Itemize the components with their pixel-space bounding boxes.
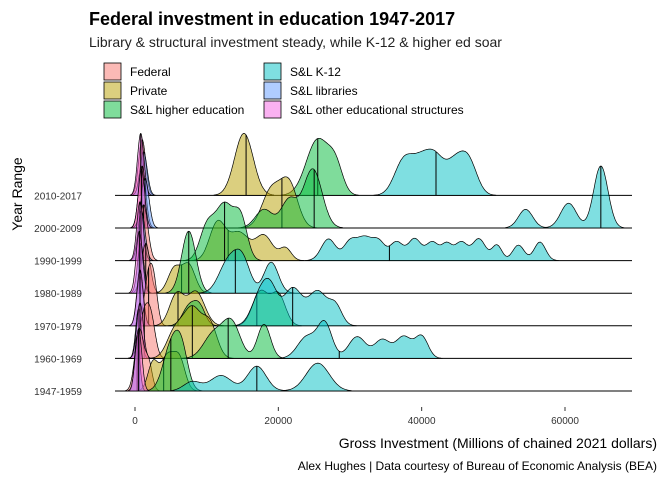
x-tick-label: 20000 xyxy=(264,416,292,427)
chart-title: Federal investment in education 1947-201… xyxy=(89,9,455,29)
legend-key-sandl-higher-education xyxy=(103,100,122,119)
y-axis: 2010-2017 2000-2009 1990-1999 1980-1989 1970… xyxy=(34,191,82,398)
y-tick-label: 1990-1999 xyxy=(34,257,82,268)
y-axis-title: Year Range xyxy=(9,157,25,231)
legend-key-sandl-libraries xyxy=(263,81,282,100)
legend-label-sandl-libraries: S&L libraries xyxy=(290,84,358,98)
x-tick-label: 0 xyxy=(132,416,138,427)
legend-key-private xyxy=(103,81,122,100)
chart-caption: Alex Hughes | Data courtesy of Bureau of… xyxy=(298,459,657,473)
chart-subtitle: Library & structural investment steady, … xyxy=(89,34,502,50)
legend-key-sandl-k-12 xyxy=(263,62,282,81)
y-tick-label: 1947-1959 xyxy=(34,387,82,398)
legend-label-private: Private xyxy=(130,84,168,98)
ridge-row-2010-2017 xyxy=(115,132,632,196)
y-tick-label: 1960-1969 xyxy=(34,354,82,365)
y-tick-label: 2010-2017 xyxy=(34,191,82,202)
ridge-sandl-higher-education-1990-1999 xyxy=(183,201,263,261)
ridge-sandl-k-12-1960-1969 xyxy=(276,320,443,359)
ridge-row-1990-1999 xyxy=(115,201,632,262)
y-tick-label: 1980-1989 xyxy=(34,289,82,300)
ridge-sandl-higher-education-2000-2009 xyxy=(236,168,343,229)
legend-label-sandl-higher-education: S&L higher education xyxy=(130,103,244,117)
x-axis-title: Gross Investment (Millions of chained 20… xyxy=(339,435,657,451)
plot-area xyxy=(115,132,632,392)
legend-label-federal: Federal xyxy=(130,65,171,79)
y-tick-label: 1970-1979 xyxy=(34,322,82,333)
x-tick-label: 60000 xyxy=(551,416,579,427)
legend-label-sandl-other-educational-structures: S&L other educational structures xyxy=(290,103,464,117)
ridge-sandl-k-12-2010-2017 xyxy=(373,148,497,196)
ridge-sandl-k-12-1970-1979 xyxy=(232,277,357,327)
x-axis: 0 20000 40000 60000 xyxy=(132,407,579,427)
legend-key-federal xyxy=(103,62,122,81)
ridge-sandl-k-12-1947-1959 xyxy=(164,362,355,392)
ridge-row-1947-1959 xyxy=(115,327,632,392)
y-tick-label: 2000-2009 xyxy=(34,224,82,235)
ridge-sandl-k-12-2000-2009 xyxy=(502,165,625,229)
legend: Federal Private S&L higher education S&L K-… xyxy=(103,62,464,119)
x-tick-label: 40000 xyxy=(408,416,436,427)
ridge-sandl-k-12-1990-1999 xyxy=(305,235,559,261)
ridge-sandl-higher-education-1960-1969 xyxy=(181,317,285,359)
ridge-row-2000-2009 xyxy=(115,165,632,229)
ridge-private-2010-2017 xyxy=(213,133,275,196)
legend-key-sandl-other-educational-structures xyxy=(263,100,282,119)
ridge-row-1960-1969 xyxy=(115,302,632,359)
legend-label-sandl-k-12: S&L K-12 xyxy=(290,65,341,79)
